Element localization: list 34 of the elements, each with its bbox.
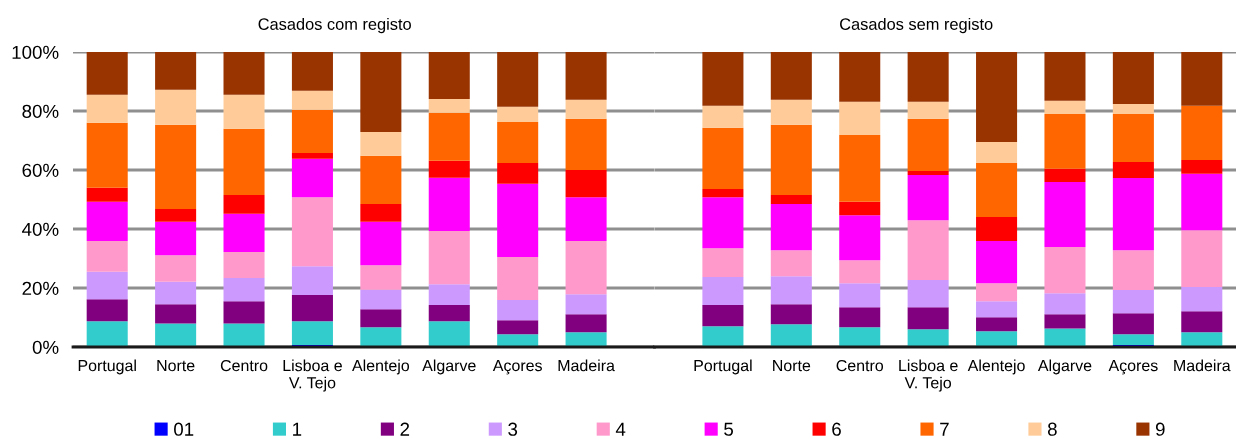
- y-tick-label: 40%: [22, 222, 59, 236]
- legend-label: 5: [724, 422, 733, 436]
- chart-title: Casados sem registo: [840, 17, 993, 34]
- y-tick-label: 0%: [32, 340, 59, 354]
- x-tick-label: Algarve: [422, 359, 476, 375]
- x-tick-label: Portugal: [694, 359, 752, 375]
- x-tick-label: Centro: [836, 359, 884, 372]
- x-tick-label: Norte: [157, 360, 195, 372]
- y-tick-label: 80%: [22, 104, 59, 118]
- legend-label: 6: [832, 422, 841, 436]
- x-tick-label: Norte: [773, 360, 811, 372]
- y-tick-label: 100%: [12, 45, 59, 59]
- x-tick-label: Centro: [220, 359, 268, 372]
- legend-label: 3: [508, 422, 518, 436]
- legend-label: 1: [293, 422, 302, 436]
- y-tick-label: 60%: [22, 163, 59, 177]
- x-tick-label: Madeira: [558, 359, 615, 372]
- y-tick-label: 20%: [22, 281, 59, 295]
- x-tick-label: Portugal: [78, 359, 136, 375]
- x-tick-label: Algarve: [1037, 359, 1092, 375]
- legend-label: 01: [174, 422, 194, 436]
- chart-title: Casados com registo: [258, 17, 411, 34]
- x-tick-label: Alentejo: [967, 359, 1025, 375]
- legend-label: 4: [615, 422, 626, 436]
- legend-label: 7: [940, 422, 949, 436]
- legend-label: 9: [1155, 422, 1165, 436]
- legend-label: 8: [1047, 422, 1057, 436]
- x-tick-label: Açores: [492, 360, 542, 375]
- x-tick-label: Alentejo: [352, 359, 410, 375]
- legend-label: 2: [400, 422, 410, 436]
- x-tick-label: Madeira: [1174, 359, 1231, 372]
- x-tick-label: Lisboa e V. Tejo: [283, 359, 342, 392]
- x-tick-label: Lisboa e V. Tejo: [899, 359, 958, 392]
- x-tick-label: Açores: [1108, 360, 1158, 375]
